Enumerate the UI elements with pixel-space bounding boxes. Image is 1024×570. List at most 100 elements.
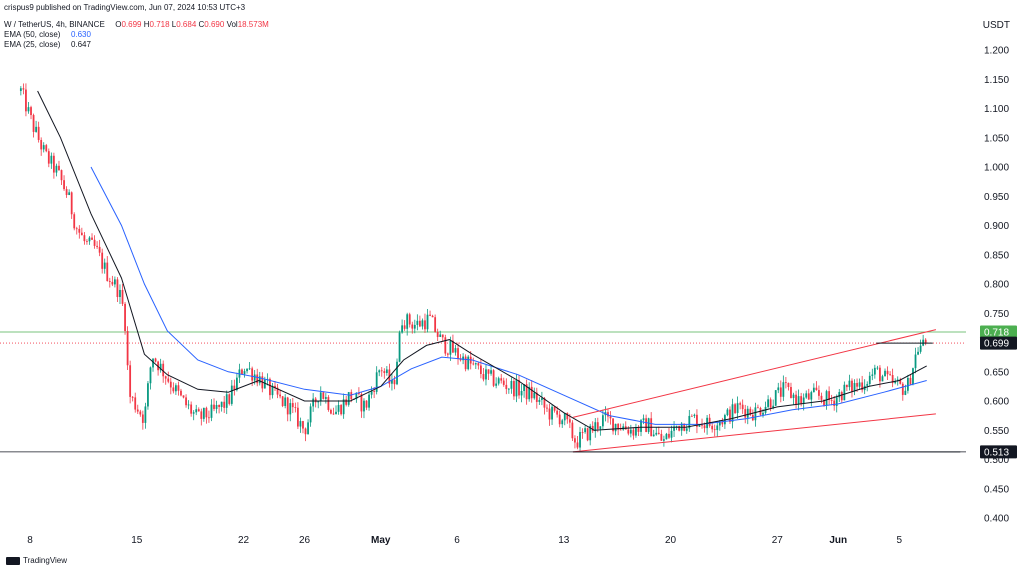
- candle-body: [243, 371, 246, 375]
- candle-body: [533, 392, 536, 399]
- y-tick-label: 0.650: [984, 367, 1009, 378]
- candle-body: [718, 422, 721, 426]
- candle-body: [530, 386, 533, 399]
- candle-body: [241, 369, 243, 375]
- candle-body: [258, 376, 261, 384]
- candle-body: [302, 421, 304, 429]
- candle-body: [190, 404, 193, 414]
- ema25-line: [37, 90, 927, 431]
- candle-body: [889, 374, 891, 376]
- candle-body: [357, 392, 360, 395]
- candle-body: [169, 381, 172, 388]
- candle-body: [635, 427, 637, 436]
- ema50-legend[interactable]: EMA (50, close) 0.630: [4, 30, 91, 40]
- candle-body: [779, 387, 782, 397]
- candle-body: [784, 382, 787, 384]
- candle-body: [355, 392, 358, 400]
- candle-body: [350, 392, 353, 400]
- candle-body: [645, 418, 647, 432]
- candle-body: [914, 354, 917, 369]
- candle-body: [378, 370, 381, 373]
- candle-body: [881, 376, 884, 382]
- candle-body: [556, 410, 559, 415]
- ohlc-value: 0.718: [149, 20, 170, 29]
- candle-body: [563, 413, 566, 421]
- candle-body: [767, 399, 769, 407]
- symbol-legend: W / TetherUS, 4h, BINANCE O0.699 H0.718 …: [4, 20, 269, 30]
- candle-body: [286, 397, 289, 415]
- candle-body: [479, 365, 482, 375]
- candle-body: [124, 303, 126, 332]
- candle-body: [746, 408, 749, 418]
- candle-body: [652, 434, 655, 437]
- candle-body: [500, 378, 503, 381]
- candle-body: [167, 378, 170, 382]
- candle-body: [876, 367, 879, 369]
- candle-body: [281, 396, 284, 406]
- candle-body: [309, 406, 312, 423]
- candle-body: [589, 425, 592, 441]
- candle-body: [772, 405, 775, 408]
- candle-body: [543, 398, 546, 408]
- candle-body: [408, 314, 411, 325]
- candle-body: [561, 420, 564, 425]
- candle-body: [520, 390, 523, 396]
- candle-body: [393, 380, 396, 385]
- candle-body: [47, 151, 50, 164]
- candle-body: [619, 429, 622, 431]
- candle-body: [330, 409, 332, 414]
- candle-body: [802, 397, 805, 404]
- y-tick-label: 1.000: [984, 163, 1009, 174]
- candle-body: [711, 425, 714, 430]
- tradingview-logo: TradingView: [6, 556, 67, 565]
- candle-body: [868, 375, 871, 384]
- candle-body: [696, 414, 698, 427]
- candle-body: [426, 314, 429, 330]
- x-tick-label: 26: [299, 535, 311, 546]
- candle-body: [576, 442, 579, 448]
- candle-body: [558, 414, 561, 425]
- candle-body: [119, 289, 121, 298]
- candle-body: [495, 383, 498, 386]
- candle-body: [818, 390, 820, 396]
- candle-body: [263, 379, 266, 389]
- candle-body: [113, 279, 116, 285]
- price-tag: [980, 325, 1017, 339]
- candle-body: [187, 404, 190, 406]
- candle-body: [835, 397, 838, 406]
- candle-body: [609, 416, 612, 419]
- ema25-legend[interactable]: EMA (25, close) 0.647: [4, 40, 91, 50]
- y-tick-label: 1.050: [984, 133, 1009, 144]
- candle-body: [777, 387, 780, 391]
- candle-body: [790, 387, 792, 398]
- candle-body: [32, 115, 35, 132]
- y-tick-label: 0.950: [984, 192, 1009, 203]
- symbol-name[interactable]: W / TetherUS, 4h, BINANCE: [4, 20, 105, 29]
- candle-body: [884, 370, 886, 377]
- candle-body: [30, 107, 32, 116]
- publisher-caption: crispus9 published on TradingView.com, J…: [4, 3, 246, 12]
- ohlc-value: 0.690: [204, 20, 225, 29]
- candle-body: [464, 356, 467, 370]
- candle-body: [726, 409, 729, 416]
- price-tag: [980, 445, 1017, 459]
- candle-body: [566, 413, 569, 420]
- candle-body: [553, 406, 556, 411]
- candle-body: [192, 412, 195, 414]
- ohlc-value: 0.699: [121, 20, 142, 29]
- ohlc-key: L: [171, 20, 177, 29]
- candle-body: [403, 325, 406, 329]
- candle-body: [485, 369, 487, 380]
- candle-body: [886, 370, 889, 375]
- x-tick-label: Jun: [829, 535, 847, 546]
- candle-body: [149, 367, 152, 384]
- candle-body: [673, 426, 675, 431]
- y-tick-label: 0.600: [984, 397, 1009, 408]
- candle-body: [68, 192, 71, 195]
- ohlc-key: C: [198, 20, 205, 29]
- price-tag-label: 0.718: [984, 327, 1009, 338]
- channel-lower-line: [572, 413, 936, 453]
- candle-body: [434, 317, 437, 332]
- candle-body: [205, 407, 208, 418]
